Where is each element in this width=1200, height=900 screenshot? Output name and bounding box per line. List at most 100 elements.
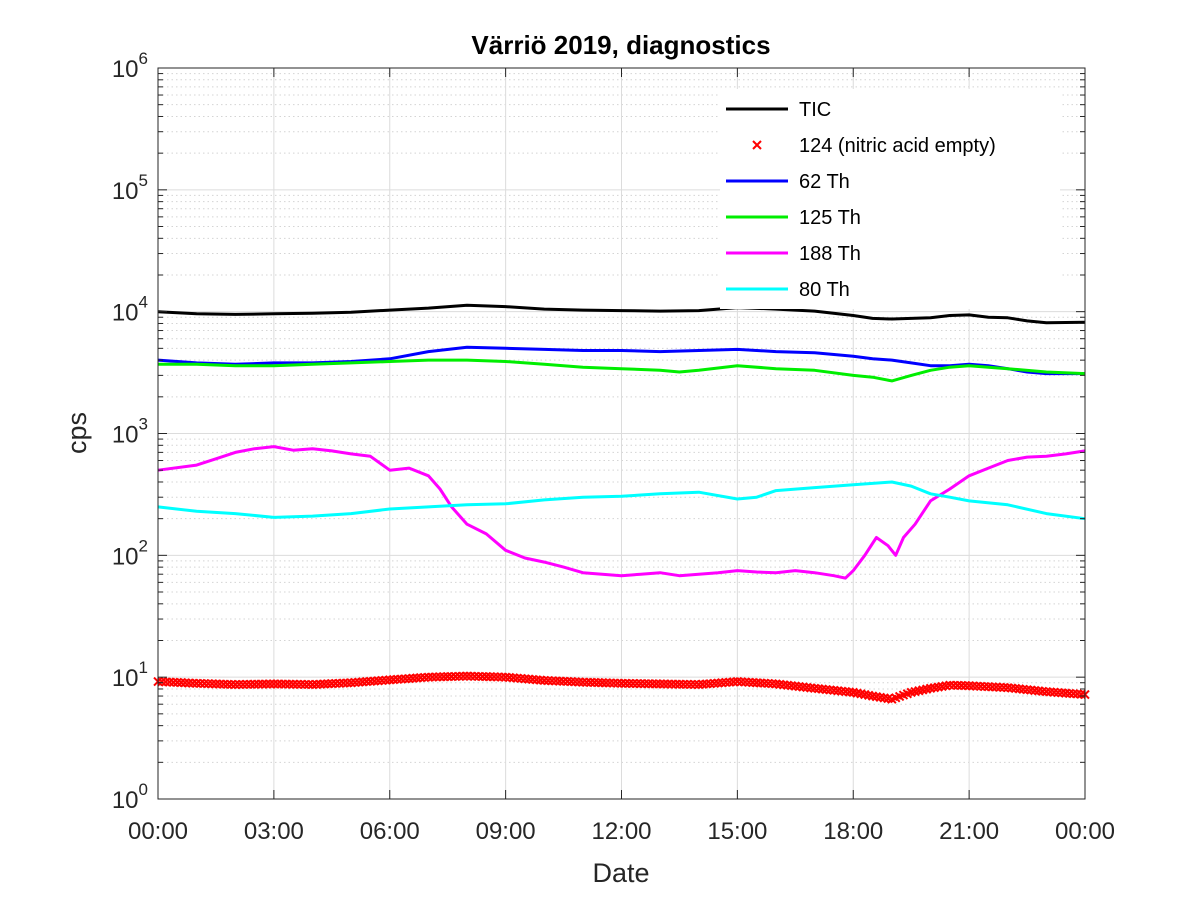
marker-x xyxy=(871,691,882,702)
marker-x xyxy=(736,677,746,687)
y-tick-exponent: 1 xyxy=(139,658,148,677)
legend-item: 80 Th xyxy=(726,279,850,301)
marker-x xyxy=(659,679,669,689)
marker-x xyxy=(504,672,515,683)
marker-x xyxy=(655,679,665,689)
marker-x xyxy=(566,676,576,687)
marker-x xyxy=(612,678,623,688)
axis-ticks xyxy=(157,67,1086,800)
marker-x xyxy=(1030,685,1040,696)
series-layer xyxy=(153,303,1090,704)
marker-x xyxy=(647,679,658,689)
marker-x xyxy=(527,674,538,685)
marker-x xyxy=(273,679,283,689)
marker-x xyxy=(643,679,654,689)
marker-x xyxy=(531,675,542,685)
marker-x xyxy=(164,677,175,687)
marker-x xyxy=(1010,683,1021,694)
marker-x xyxy=(1018,684,1028,694)
marker-x xyxy=(524,674,534,684)
marker-x xyxy=(1022,684,1032,695)
legend-label: 80 Th xyxy=(799,279,850,301)
marker-x xyxy=(639,678,650,689)
marker-x xyxy=(191,678,202,689)
marker-x xyxy=(222,679,233,690)
marker-x xyxy=(168,677,179,687)
legend: TIC 124 (nitric acid empty) 62 Th 125 Th 188… xyxy=(720,89,1060,309)
marker-x xyxy=(466,671,476,681)
marker-x xyxy=(740,677,750,687)
marker-x xyxy=(856,689,866,699)
marker-x xyxy=(825,685,835,695)
marker-x xyxy=(203,678,213,689)
x-tick-label: 03:00 xyxy=(244,818,304,845)
marker-x xyxy=(180,678,190,688)
marker-x xyxy=(500,672,511,682)
marker-x xyxy=(574,677,584,687)
marker-x xyxy=(979,681,990,692)
legend-label: 124 (nitric acid empty) xyxy=(799,135,996,157)
marker-x xyxy=(585,677,596,688)
marker-x xyxy=(288,679,298,689)
marker-x xyxy=(670,679,681,689)
marker-x xyxy=(300,679,310,690)
marker-x xyxy=(1045,687,1055,697)
series-line xyxy=(157,445,1086,580)
marker-x xyxy=(226,679,237,690)
marker-x xyxy=(303,679,314,690)
marker-x xyxy=(860,689,870,700)
marker-x xyxy=(1076,689,1086,699)
marker-x xyxy=(883,693,893,704)
legend-label: 125 Th xyxy=(799,207,861,229)
marker-x xyxy=(1041,686,1052,697)
marker-x xyxy=(593,677,604,688)
marker-x xyxy=(752,140,762,150)
marker-x xyxy=(686,679,696,690)
marker-x xyxy=(863,690,874,701)
marker-x xyxy=(690,679,700,690)
marker-x xyxy=(1072,689,1082,699)
marker-x xyxy=(184,678,194,688)
marker-x xyxy=(195,678,206,689)
marker-x xyxy=(678,679,689,690)
marker-x xyxy=(948,680,959,690)
x-tick-label: 00:00 xyxy=(1055,818,1115,845)
marker-x xyxy=(964,681,974,691)
marker-x xyxy=(945,680,955,690)
marker-x xyxy=(833,686,843,696)
chart-title: Värriö 2019, diagnostics xyxy=(471,30,770,60)
marker-x xyxy=(485,672,495,682)
marker-x xyxy=(578,677,588,687)
marker-x xyxy=(813,684,824,694)
x-tick-label: 06:00 xyxy=(360,818,420,845)
marker-x xyxy=(983,682,994,692)
marker-x xyxy=(794,681,804,692)
legend-item: TIC xyxy=(726,99,831,121)
marker-x xyxy=(470,671,480,682)
x-axis-title: Date xyxy=(592,858,649,888)
marker-x xyxy=(199,678,210,689)
marker-x xyxy=(520,674,530,684)
marker-x xyxy=(512,673,522,683)
marker-x xyxy=(763,678,773,689)
marker-x xyxy=(589,677,600,688)
marker-x xyxy=(215,679,225,689)
marker-x xyxy=(493,672,503,682)
marker-x xyxy=(605,678,615,688)
marker-x xyxy=(172,677,183,688)
marker-x xyxy=(292,679,302,690)
y-axis-title: cps xyxy=(62,412,92,454)
marker-x xyxy=(956,680,967,691)
x-tick-label: 21:00 xyxy=(939,818,999,845)
marker-x xyxy=(161,677,171,687)
marker-x xyxy=(616,678,627,689)
marker-x xyxy=(682,679,692,690)
series-tic xyxy=(157,303,1086,325)
marker-x xyxy=(269,679,279,689)
marker-x xyxy=(651,679,661,689)
marker-x xyxy=(976,681,986,692)
legend-item: 188 Th xyxy=(726,243,861,265)
marker-x xyxy=(543,675,553,686)
marker-x xyxy=(1057,688,1067,698)
legend-item: 62 Th xyxy=(726,171,850,193)
